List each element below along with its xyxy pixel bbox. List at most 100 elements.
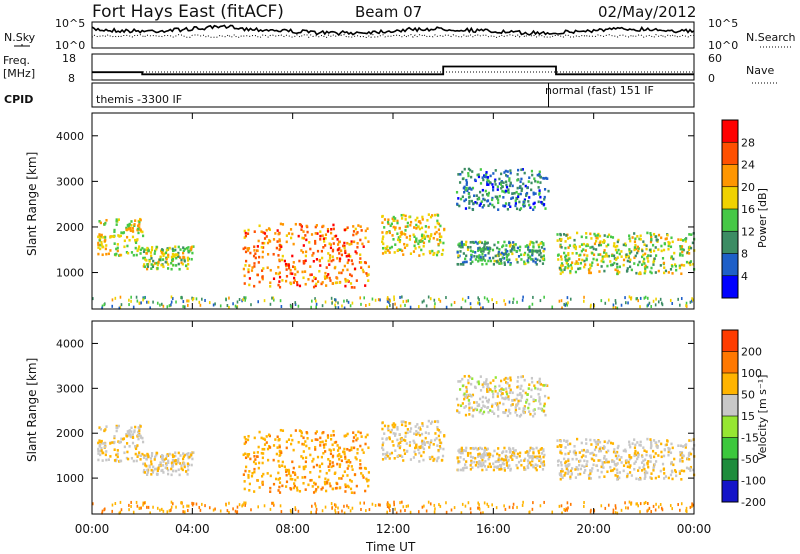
velocity-cell xyxy=(388,506,390,510)
power-cell xyxy=(272,252,275,256)
power-cell xyxy=(395,306,398,310)
power-cell xyxy=(142,250,146,254)
velocity-cell xyxy=(328,469,331,472)
velocity-cell xyxy=(326,480,329,484)
velocity-cell xyxy=(304,440,307,443)
velocity-cell xyxy=(359,463,362,466)
power-cell xyxy=(595,248,598,251)
power-cell xyxy=(514,204,517,208)
velocity-cell xyxy=(564,460,568,463)
velocity-cell xyxy=(580,449,584,452)
power-cell xyxy=(278,258,281,262)
power-cell xyxy=(402,253,405,256)
power-cell xyxy=(524,262,527,266)
power-cell xyxy=(243,296,245,300)
power-cell xyxy=(646,265,649,269)
power-cell xyxy=(516,246,520,250)
velocity-cell xyxy=(266,447,270,451)
power-cell xyxy=(336,243,340,246)
velocity-cell xyxy=(349,487,353,491)
power-cell xyxy=(152,259,155,263)
velocity-cell xyxy=(616,446,619,450)
velocity-cell xyxy=(511,458,514,461)
power-cell xyxy=(404,214,407,218)
velocity-cell xyxy=(484,396,487,400)
power-cell xyxy=(336,257,339,260)
velocity-cell xyxy=(180,501,183,505)
power-cell xyxy=(643,266,647,269)
velocity-cell xyxy=(620,508,623,512)
velocity-cell xyxy=(649,456,653,459)
power-cell xyxy=(302,237,306,240)
velocity-cell xyxy=(571,457,574,461)
velocity-cell xyxy=(186,464,190,468)
velocity-cell xyxy=(415,446,418,449)
velocity-cell xyxy=(278,491,282,494)
power-cell xyxy=(569,263,573,267)
xtick-label: 00:00 xyxy=(677,522,712,536)
velocity-cell xyxy=(114,502,117,506)
power-cell xyxy=(391,234,394,237)
velocity-cell xyxy=(478,404,481,407)
velocity-cell xyxy=(159,461,162,464)
velocity-cell xyxy=(601,463,604,466)
power-cell xyxy=(607,233,611,237)
velocity-cell xyxy=(505,392,509,396)
velocity-cell xyxy=(478,503,480,507)
velocity-cell xyxy=(291,460,294,464)
velocity-cell xyxy=(359,459,362,462)
velocity-cell xyxy=(117,424,120,428)
power-cell xyxy=(497,252,500,256)
power-cell xyxy=(543,195,546,199)
velocity-cell xyxy=(464,413,468,417)
power-cell xyxy=(434,225,437,229)
velocity-cell xyxy=(669,473,673,477)
power-cell xyxy=(558,299,561,303)
power-cell xyxy=(477,241,480,244)
velocity-cell xyxy=(386,510,388,514)
power-cell xyxy=(190,257,193,261)
power-cell xyxy=(429,234,433,238)
velocity-cell xyxy=(332,429,335,433)
power-cell xyxy=(409,252,413,255)
power-cell xyxy=(201,297,203,301)
power-cell xyxy=(311,299,313,303)
power-cell xyxy=(338,281,341,284)
power-cell xyxy=(529,240,532,244)
velocity-cell xyxy=(198,505,201,509)
velocity-cell xyxy=(643,471,647,475)
velocity-cell xyxy=(105,458,108,462)
power-cell xyxy=(485,247,488,251)
power-cell xyxy=(337,306,340,310)
power-cell xyxy=(499,259,503,263)
power-cell xyxy=(349,255,352,258)
velocity-cell xyxy=(483,451,486,455)
velocity-cell xyxy=(669,504,672,508)
power-cell xyxy=(130,299,132,303)
velocity-cell xyxy=(493,465,496,469)
velocity-cell xyxy=(529,412,532,416)
velocity-cell xyxy=(159,455,163,459)
velocity-cell xyxy=(350,480,353,483)
velocity-cell xyxy=(599,459,602,462)
power-cell xyxy=(479,182,483,185)
velocity-cell xyxy=(367,478,370,482)
power-cell xyxy=(598,241,601,245)
power-cell xyxy=(487,299,490,303)
velocity-cell xyxy=(499,465,503,469)
power-cell xyxy=(134,219,137,222)
velocity-cell xyxy=(479,461,482,465)
power-cell xyxy=(295,281,299,284)
velocity-cell xyxy=(293,482,296,485)
power-cell xyxy=(643,257,646,261)
power-cell xyxy=(278,271,282,275)
power-cell xyxy=(614,245,617,249)
velocity-cell xyxy=(228,510,230,514)
velocity-cell xyxy=(156,506,159,510)
power-cell xyxy=(134,238,137,242)
power-cell xyxy=(389,303,391,307)
power-cell xyxy=(442,241,445,245)
power-cell xyxy=(253,284,256,288)
velocity-cell xyxy=(351,506,354,510)
power-cell xyxy=(496,254,499,257)
